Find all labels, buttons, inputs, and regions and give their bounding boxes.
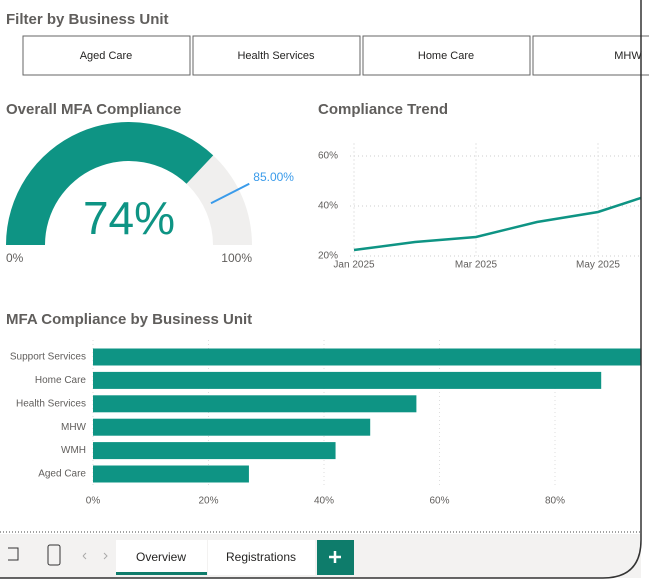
plus-icon: [329, 551, 341, 563]
y-tick-label: 20%: [318, 251, 338, 262]
prev-arrow[interactable]: [82, 552, 87, 560]
mobile-icon[interactable]: [47, 544, 61, 566]
tab-label[interactable]: Overview: [136, 550, 186, 564]
gauge-max-label: 100%: [221, 251, 252, 265]
x-tick-label: Mar 2025: [455, 260, 498, 271]
tab[interactable]: [208, 540, 315, 575]
filter-button[interactable]: [362, 35, 531, 76]
gauge-value: [6, 121, 214, 245]
y-tick-label: WMH: [61, 445, 86, 456]
x-tick-label: 0%: [86, 496, 101, 507]
page-icon[interactable]: [8, 547, 19, 561]
x-tick-label: May 2025: [576, 260, 620, 271]
bar: [93, 418, 371, 436]
bar: [93, 442, 336, 460]
trend-line: [353, 196, 641, 252]
y-tick-label: 60%: [318, 151, 338, 162]
gauge-value-label: 74%: [83, 192, 175, 244]
y-tick-label: Home Care: [35, 375, 87, 386]
y-tick-label: Support Services: [10, 352, 86, 363]
bar: [93, 395, 417, 413]
gauge-min-label: 0%: [6, 251, 24, 265]
bar: [93, 465, 249, 483]
x-tick-label: 60%: [429, 496, 449, 507]
chart-title: MFA Compliance by Business Unit: [6, 311, 252, 328]
x-tick-label: 40%: [314, 496, 334, 507]
tab-active[interactable]: [116, 540, 207, 575]
x-tick-label: Jan 2025: [333, 260, 375, 271]
tab-underline: [116, 572, 207, 575]
filter-button[interactable]: [22, 35, 191, 76]
filter-label[interactable]: Aged Care: [80, 50, 133, 62]
tab-label[interactable]: Registrations: [226, 550, 296, 564]
tab-bar: Overview Registrations: [0, 534, 641, 578]
filter-label[interactable]: Health Services: [237, 50, 315, 62]
chart-title: Compliance Trend: [318, 101, 448, 118]
bar: [93, 348, 641, 366]
y-tick-label: Aged Care: [38, 469, 86, 480]
target-label: 85.00%: [253, 170, 294, 184]
next-arrow[interactable]: [103, 552, 108, 560]
y-tick-label: 40%: [318, 201, 338, 212]
y-tick-label: MHW: [61, 422, 87, 433]
bar: [93, 371, 602, 389]
x-tick-label: 80%: [545, 496, 565, 507]
filter-button[interactable]: [532, 35, 649, 76]
gauge-target: [210, 182, 250, 205]
filter-title: Filter by Business Unit: [6, 11, 169, 28]
chart-title: Overall MFA Compliance: [6, 101, 181, 118]
y-tick-label: Health Services: [16, 398, 86, 409]
filter-label[interactable]: Home Care: [418, 50, 474, 62]
filter-label[interactable]: MHW: [614, 50, 642, 62]
filter-button[interactable]: [192, 35, 361, 76]
x-tick-label: 20%: [198, 496, 218, 507]
